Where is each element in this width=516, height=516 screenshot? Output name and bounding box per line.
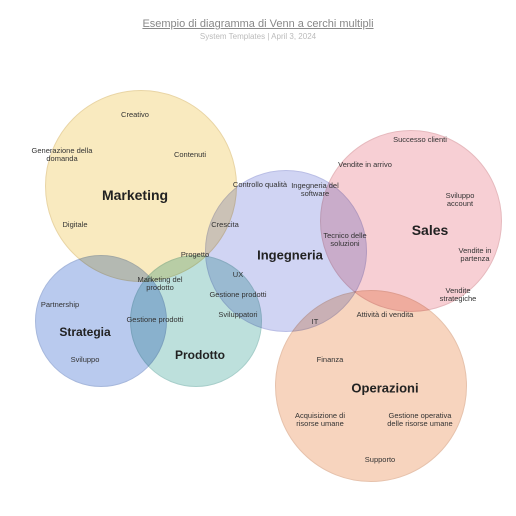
venn-item-label: Sviluppo	[71, 356, 100, 364]
venn-item-label: Vendite in partenza	[455, 247, 496, 264]
venn-item-label: Acquisizione di risorse umane	[285, 412, 355, 429]
venn-item-label: Sviluppo account	[432, 192, 488, 209]
venn-item-label: Contenuti	[174, 151, 206, 159]
venn-item-label: Sviluppatori	[218, 311, 257, 319]
venn-item-label: Crescita	[211, 221, 239, 229]
venn-item-label: Gestione prodotti	[126, 316, 183, 324]
venn-item-label: UX	[233, 271, 243, 279]
venn-item-label: Attività di vendita	[357, 311, 414, 319]
venn-item-label: Successo clienti	[393, 136, 447, 144]
venn-item-label: Vendite in arrivo	[338, 161, 392, 169]
venn-circle-label-prodotto: Prodotto	[175, 348, 225, 362]
venn-item-label: Gestione operativa delle risorse umane	[385, 412, 455, 429]
venn-item-label: Generazione della domanda	[27, 147, 97, 164]
venn-item-label: Controllo qualità	[233, 181, 287, 189]
venn-item-label: Tecnico delle soluzioni	[310, 232, 380, 249]
venn-item-label: Vendite strategiche	[429, 287, 487, 304]
venn-circle-sales	[320, 130, 502, 312]
venn-item-label: Ingegneria del software	[280, 182, 350, 199]
venn-item-label: Creativo	[121, 111, 149, 119]
venn-circle-label-sales: Sales	[412, 222, 449, 238]
venn-item-label: Digitale	[62, 221, 87, 229]
venn-circle-label-operazioni: Operazioni	[351, 381, 418, 396]
venn-item-label: IT	[312, 318, 319, 326]
venn-circle-label-ingegneria: Ingegneria	[257, 248, 323, 263]
venn-canvas: Marketing Strategia Prodotto Ingegneria Sale…	[0, 0, 516, 516]
venn-item-label: Supporto	[365, 456, 395, 464]
venn-item-label: Finanza	[317, 356, 344, 364]
venn-item-label: Partnership	[41, 301, 79, 309]
venn-circle-label-strategia: Strategia	[59, 325, 110, 339]
venn-circle-label-marketing: Marketing	[102, 187, 168, 203]
venn-item-label: Progetto	[181, 251, 209, 259]
venn-item-label: Gestione prodotti	[209, 291, 266, 299]
venn-item-label: Marketing del prodotto	[125, 276, 195, 293]
